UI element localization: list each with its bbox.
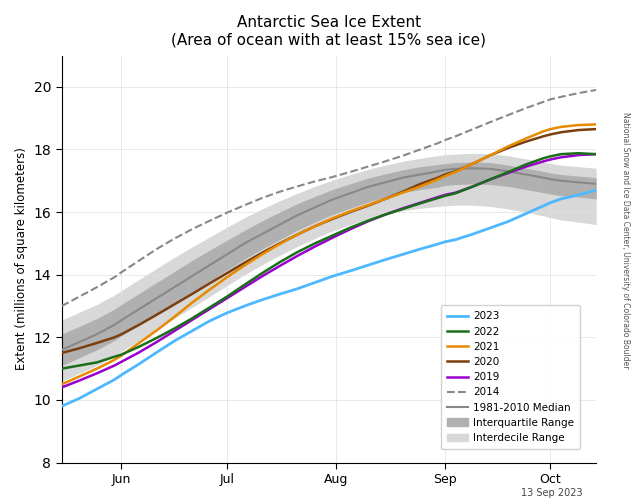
Y-axis label: Extent (millions of square kilometers): Extent (millions of square kilometers) bbox=[15, 148, 28, 370]
Text: 13 Sep 2023: 13 Sep 2023 bbox=[521, 488, 582, 498]
Legend: 2023, 2022, 2021, 2020, 2019, 2014, 1981-2010 Median, Interquartile Range, Inter: 2023, 2022, 2021, 2020, 2019, 2014, 1981… bbox=[441, 305, 580, 449]
Text: National Snow and Ice Data Center, University of Colorado Boulder: National Snow and Ice Data Center, Unive… bbox=[621, 112, 630, 369]
Title: Antarctic Sea Ice Extent
(Area of ocean with at least 15% sea ice): Antarctic Sea Ice Extent (Area of ocean … bbox=[172, 15, 486, 48]
